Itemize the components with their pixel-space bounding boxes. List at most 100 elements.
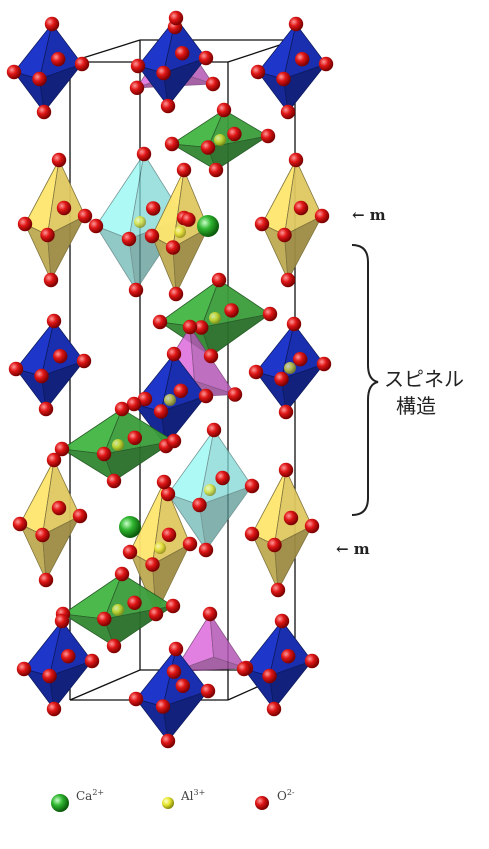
oxygen-atom (166, 433, 182, 449)
oxygen-atom (166, 664, 182, 679)
oxygen-atom (192, 497, 207, 513)
oxygen-atom (182, 319, 198, 335)
oxygen-atom (114, 401, 130, 417)
mirror-plane-label-top: ← m (352, 206, 386, 224)
calcium-atom (197, 215, 219, 237)
oxygen-atom (281, 649, 296, 664)
oxygen-atom (60, 649, 76, 664)
oxygen-atom (293, 352, 308, 367)
oxygen-atom (286, 316, 302, 332)
legend-al-label: Al3+ (180, 788, 205, 803)
oxygen-atom (227, 387, 243, 402)
octa-blue-top-left (12, 23, 84, 114)
octa-yellow-lower-right (251, 468, 313, 592)
oxygen-atom (145, 557, 160, 572)
oxygen-atom (35, 527, 50, 543)
oxygen-atom (54, 441, 70, 457)
oxygen-atom (206, 422, 222, 438)
oxygen-atom (318, 56, 334, 72)
oxygen-atom (200, 140, 216, 155)
oxygen-atom (295, 52, 310, 67)
oxygen-atom (153, 404, 169, 419)
oxygen-atom (16, 661, 32, 677)
octa-blue-bottom-right (242, 620, 314, 711)
legend-ca-ion: Ca (76, 789, 92, 803)
oxygen-atom (293, 200, 309, 216)
oxygen-atom (56, 200, 72, 216)
oxygen-atom (250, 64, 266, 80)
oxygen-atom (248, 364, 264, 380)
oxygen-atom (51, 152, 67, 168)
oxygen-atom (164, 136, 180, 152)
calcium-atom (119, 516, 141, 538)
oxygen-atom (176, 162, 192, 178)
oxygen-atom (156, 65, 171, 81)
oxygen-atom (168, 641, 184, 657)
oxygen-atom (161, 527, 177, 542)
aluminium-atom (214, 134, 226, 146)
tetra-bottom (173, 612, 247, 673)
oxygen-atom (280, 272, 296, 288)
oxygen-atom (280, 104, 296, 120)
oxygen-atom (53, 349, 68, 364)
oxygen-atom (127, 595, 142, 610)
legend-o-label: O2- (277, 788, 295, 803)
legend-al-charge: 3+ (194, 788, 206, 797)
legend-o-ion: O (277, 789, 287, 803)
oxygen-atom (278, 462, 294, 478)
octa-blue-mid-left (14, 320, 86, 411)
oxygen-atom (106, 638, 122, 654)
aluminium-atom (164, 394, 176, 406)
oxygen-atom (208, 162, 224, 178)
oxygen-atom (278, 404, 294, 420)
oxygen-atom (51, 500, 67, 516)
oxygen-atom (127, 430, 142, 445)
oxygen-atom (114, 566, 130, 582)
oxygen-atom (165, 598, 181, 614)
octa-blue-bottom-center (134, 648, 210, 743)
oxygen-atom (46, 452, 62, 468)
oxygen-atom (46, 701, 62, 717)
aluminium-atom (154, 542, 166, 554)
oxygen-atom (54, 613, 70, 629)
legend-al-ion: Al (180, 789, 194, 803)
oxygen-atom (165, 240, 181, 255)
legend-ca-charge: 2+ (92, 788, 104, 797)
oxygen-atom (316, 356, 332, 372)
oxygen-atom (128, 691, 144, 707)
oxygen-atom (130, 58, 146, 74)
oxygen-atom (74, 56, 90, 72)
oxygen-atom (181, 212, 196, 227)
oxygen-atom (182, 536, 198, 552)
oxygen-atom (244, 478, 260, 494)
oxygen-atom (304, 653, 320, 669)
oxygen-atom (283, 510, 299, 526)
oxygen-atom (38, 572, 54, 588)
oxygen-atom (137, 391, 153, 407)
aluminium-atom (204, 484, 216, 496)
aluminium-atom (112, 604, 124, 616)
aluminium-atom (112, 439, 124, 451)
oxygen-atom (168, 286, 184, 302)
oxygen-atom (198, 542, 214, 558)
oxygen-atom (175, 46, 190, 61)
oxygen-atom (270, 582, 286, 598)
oxygen-atom (211, 272, 227, 288)
spinel-structure-label-line2: 構造 (396, 394, 436, 418)
oxygen-atom (175, 678, 190, 693)
octa-blue-bottom-left (22, 620, 94, 711)
oxygen-atom (266, 701, 282, 717)
oxygen-atom (160, 733, 176, 749)
oxygen-atom (254, 216, 270, 232)
atoms-layer (6, 10, 334, 749)
oxygen-atom (262, 668, 277, 684)
oxygen-atom (146, 201, 161, 216)
octa-blue-top-right (256, 23, 328, 114)
aluminium-atom (174, 226, 186, 238)
oxygen-atom (136, 146, 152, 162)
oxygen-atom (97, 611, 112, 627)
oxygen-atom (126, 396, 142, 412)
aluminium-atom (284, 362, 296, 374)
oxygen-atom (12, 516, 28, 532)
legend-al-swatch (162, 797, 174, 809)
